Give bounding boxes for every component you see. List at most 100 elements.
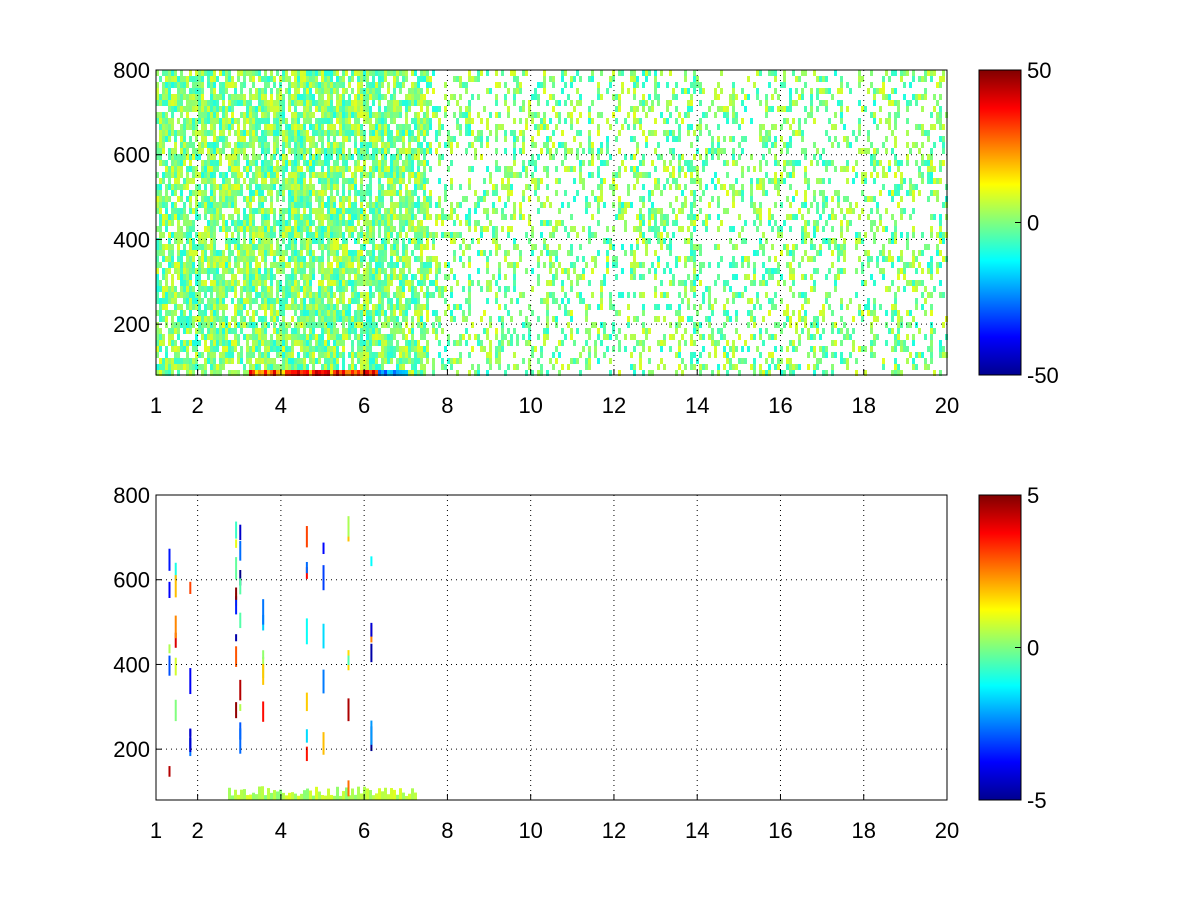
heatmap-cell [174,82,177,88]
heatmap-cell [513,364,516,370]
heatmap-cell [384,226,387,232]
heatmap-cell [282,310,285,316]
heatmap-cell [201,286,204,292]
heatmap-cell [261,250,264,256]
heatmap-cell [234,226,237,232]
heatmap-cell [402,136,405,142]
heatmap-cell [165,292,168,298]
heatmap-cell [204,70,207,76]
heatmap-cell [405,196,408,202]
heatmap-cell [672,166,675,172]
heatmap-cell [477,340,480,346]
heatmap-cell [558,262,561,268]
heatmap-cell [678,208,681,214]
heatmap-cell [351,106,354,112]
heatmap-cell [327,364,330,370]
heatmap-cell [168,70,171,76]
heatmap-cell [204,214,207,220]
heatmap-cell [291,364,294,370]
heatmap-cell [345,100,348,106]
heatmap-cell [294,148,297,154]
heatmap-cell [612,256,615,262]
heatmap-cell [228,256,231,262]
heatmap-cell [399,214,402,220]
heatmap-cell [486,256,489,262]
heatmap-cell [546,298,549,304]
heatmap-cell [348,280,351,286]
heatmap-cell [342,202,345,208]
heatmap-cell [633,70,636,76]
heatmap-cell [354,142,357,148]
heatmap-cell [291,268,294,274]
heatmap-cell [165,220,168,226]
heatmap-cell [633,136,636,142]
heatmap-cell [165,310,168,316]
heatmap-cell [207,202,210,208]
heatmap-cell [183,214,186,220]
heatmap-cell [210,154,213,160]
heatmap-cell [297,358,300,364]
heatmap-cell [168,334,171,340]
heatmap-cell [174,190,177,196]
heatmap-cell [372,268,375,274]
heatmap-cell [309,232,312,238]
heatmap-cell [600,292,603,298]
heatmap-cell [417,112,420,118]
heatmap-cell [159,100,162,106]
heatmap-cell [282,262,285,268]
heatmap-cell [186,364,189,370]
heatmap-cell [183,292,186,298]
heatmap-cell [684,292,687,298]
heatmap-cell [552,226,555,232]
heatmap-cell [420,130,423,136]
heatmap-cell [195,94,198,100]
heatmap-cell [285,142,288,148]
heatmap-cell [450,232,453,238]
heatmap-cell [219,196,222,202]
heatmap-cell [372,244,375,250]
heatmap-cell [189,340,192,346]
heatmap-cell [168,118,171,124]
heatmap-cell [228,244,231,250]
heatmap-cell [195,136,198,142]
heatmap-cell [207,286,210,292]
heatmap-cell [507,172,510,178]
heatmap-cell [297,202,300,208]
heatmap-cell [423,268,426,274]
heatmap-cell [336,190,339,196]
heatmap-cell [606,250,609,256]
heatmap-cell [180,340,183,346]
heatmap-cell [507,184,510,190]
heatmap-cell [294,238,297,244]
heatmap-cell [354,352,357,358]
heatmap-cell [543,298,546,304]
heatmap-cell [177,118,180,124]
heatmap-cell [186,148,189,154]
heatmap-cell [264,172,267,178]
heatmap-cell [195,166,198,172]
heatmap-cell [591,268,594,274]
heatmap-cell [294,280,297,286]
heatmap-cell [489,322,492,328]
heatmap-cell [684,184,687,190]
heatmap-cell [459,358,462,364]
heatmap-cell [546,310,549,316]
heatmap-cell [162,358,165,364]
heatmap-cell [675,82,678,88]
heatmap-cell [174,154,177,160]
heatmap-cell [369,352,372,358]
heatmap-cell [177,88,180,94]
heatmap-cell [318,334,321,340]
heatmap-cell [180,268,183,274]
heatmap-cell [360,208,363,214]
heatmap-cell [387,262,390,268]
heatmap-cell [228,250,231,256]
heatmap-cell [252,190,255,196]
heatmap-cell [498,166,501,172]
heatmap-cell [171,364,174,370]
heatmap-cell [333,292,336,298]
heatmap-cell [348,130,351,136]
heatmap-cell [243,232,246,238]
heatmap-cell [270,310,273,316]
heatmap-cell [180,112,183,118]
